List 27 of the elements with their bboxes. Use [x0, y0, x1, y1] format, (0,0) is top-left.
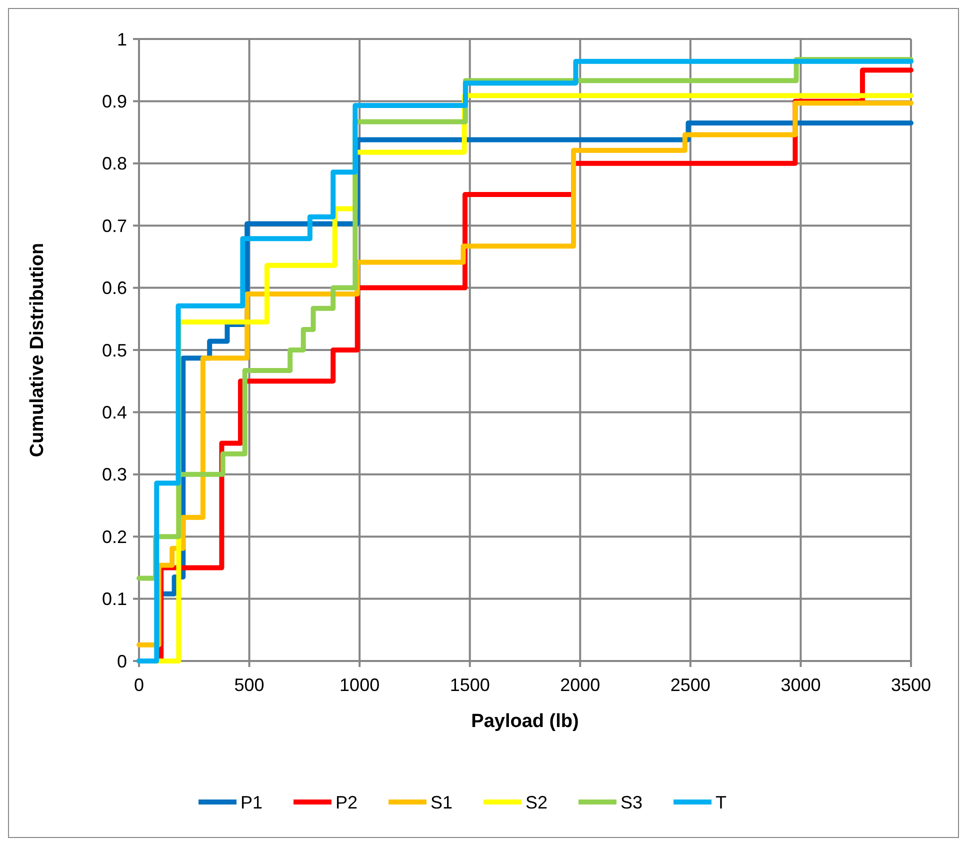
legend-label: S2: [526, 792, 548, 812]
y-tick-label: 0.7: [102, 216, 127, 236]
legend-label: P2: [336, 792, 358, 812]
x-axis-title: Payload (lb): [471, 711, 579, 732]
x-tick-label: 3500: [890, 675, 932, 695]
y-tick-label: 0.2: [102, 526, 127, 547]
x-tick-label: 500: [234, 675, 264, 695]
y-tick-label: 0.4: [102, 402, 127, 422]
y-tick-label: 0.8: [102, 154, 127, 174]
x-tick-label: 1000: [340, 675, 380, 695]
y-tick-label: 0: [116, 651, 127, 672]
x-tick-label: 2500: [670, 675, 710, 695]
y-tick-label: 0.3: [102, 464, 127, 485]
x-tick-label: 0: [134, 675, 144, 695]
legend-label: P1: [240, 792, 263, 812]
x-tick-label: 1500: [450, 675, 490, 695]
y-tick-label: 0.6: [102, 278, 127, 298]
x-tick-label: 3000: [780, 675, 821, 695]
legend-label: S1: [430, 792, 453, 812]
x-tick-label: 2000: [560, 675, 600, 695]
y-axis-title: Cumulative Distribution: [27, 242, 48, 458]
y-tick-label: 1: [116, 29, 127, 50]
y-tick-label: 0.9: [102, 92, 127, 112]
legend-label: T: [716, 792, 726, 812]
y-tick-label: 0.5: [102, 340, 127, 360]
legend-label: S3: [620, 792, 643, 812]
y-tick-label: 0.1: [102, 589, 127, 610]
